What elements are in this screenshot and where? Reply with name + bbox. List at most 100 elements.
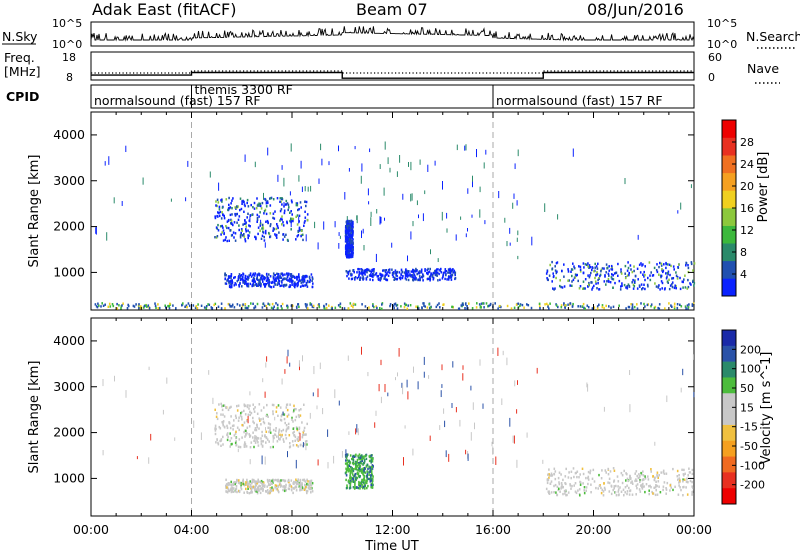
data-cell xyxy=(482,403,484,409)
data-cell xyxy=(644,278,646,282)
data-cell xyxy=(266,219,269,223)
data-cell xyxy=(241,285,243,288)
data-cell xyxy=(370,270,373,274)
data-cell xyxy=(624,264,627,268)
data-cell xyxy=(647,276,649,280)
data-cell xyxy=(363,481,365,484)
data-cell xyxy=(251,482,253,485)
data-cell xyxy=(487,305,489,308)
data-cell xyxy=(347,229,350,233)
data-cell xyxy=(311,279,313,282)
data-cell xyxy=(556,261,559,264)
data-cell xyxy=(348,459,350,462)
data-cell xyxy=(352,456,354,459)
data-cell xyxy=(364,270,366,274)
data-cell xyxy=(546,302,548,306)
data-cell xyxy=(251,283,254,287)
data-cell xyxy=(673,286,676,290)
data-cell xyxy=(169,302,171,305)
data-cell xyxy=(246,483,248,486)
data-cell xyxy=(361,483,363,487)
data-cell xyxy=(245,225,247,228)
data-cell xyxy=(303,403,305,406)
data-cell xyxy=(397,372,398,377)
data-cell xyxy=(300,281,303,284)
data-cell xyxy=(304,186,306,192)
data-cell xyxy=(349,242,352,245)
data-cell xyxy=(217,305,220,308)
data-cell xyxy=(635,470,638,473)
data-cell xyxy=(579,265,582,269)
data-cell xyxy=(403,306,406,309)
data-cell xyxy=(363,457,365,460)
data-cell xyxy=(217,211,219,214)
data-cell xyxy=(252,273,254,277)
data-cell xyxy=(284,487,286,491)
data-cell xyxy=(248,231,251,234)
data-cell xyxy=(228,406,231,409)
data-cell xyxy=(215,427,217,431)
data-cell xyxy=(411,275,413,279)
data-cell xyxy=(585,489,587,492)
data-cell xyxy=(247,205,250,208)
data-cell xyxy=(368,306,370,309)
data-cell xyxy=(111,303,114,306)
data-cell xyxy=(656,270,659,274)
data-cell xyxy=(396,307,399,310)
data-cell xyxy=(337,304,340,307)
data-cell xyxy=(548,274,551,277)
data-cell xyxy=(439,425,441,431)
data-cell xyxy=(279,485,282,488)
data-cell xyxy=(363,483,366,486)
data-cell xyxy=(253,445,255,449)
data-cell xyxy=(526,303,528,306)
data-cell xyxy=(412,221,414,227)
data-cell xyxy=(269,197,271,200)
data-cell xyxy=(626,287,629,290)
data-cell xyxy=(633,285,636,288)
data-cell xyxy=(219,225,222,228)
data-cell xyxy=(309,302,312,305)
data-cell xyxy=(654,493,657,497)
data-cell xyxy=(345,229,348,232)
data-cell xyxy=(294,439,296,442)
data-cell xyxy=(612,488,614,492)
data-cell xyxy=(401,382,403,388)
data-cell xyxy=(282,428,285,432)
data-cell xyxy=(268,231,270,235)
data-cell xyxy=(689,471,691,474)
data-cell xyxy=(619,486,621,489)
data-cell xyxy=(350,228,353,232)
data-cell xyxy=(352,249,354,253)
data-cell xyxy=(658,485,660,488)
data-cell xyxy=(598,277,600,280)
data-cell xyxy=(303,488,306,491)
data-cell xyxy=(253,279,255,283)
data-cell xyxy=(249,487,252,490)
data-cell xyxy=(298,175,300,182)
data-cell xyxy=(302,280,304,283)
data-cell xyxy=(430,275,432,278)
data-cell xyxy=(577,489,579,492)
data-cell xyxy=(285,406,288,409)
data-cell xyxy=(216,214,218,218)
data-cell xyxy=(136,456,138,460)
data-cell xyxy=(439,268,441,272)
data-cell xyxy=(302,355,303,362)
data-cell xyxy=(596,305,599,308)
data-cell xyxy=(571,284,573,287)
data-cell xyxy=(422,213,424,222)
data-cell xyxy=(304,433,307,436)
colorbar-segment xyxy=(722,440,736,457)
data-cell xyxy=(279,275,281,278)
data-cell xyxy=(255,488,257,491)
data-cell xyxy=(597,487,599,490)
data-cell xyxy=(361,457,363,461)
data-cell xyxy=(620,471,623,475)
data-cell xyxy=(369,480,372,483)
data-cell xyxy=(295,415,298,419)
data-cell xyxy=(608,490,611,493)
data-cell xyxy=(588,264,591,267)
data-cell xyxy=(215,200,217,203)
data-cell xyxy=(354,486,357,489)
